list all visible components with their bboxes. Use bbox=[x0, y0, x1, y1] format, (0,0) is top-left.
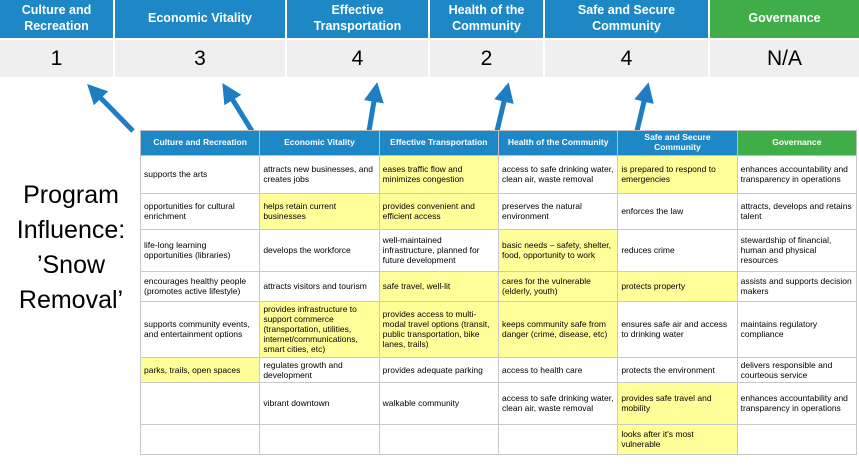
matrix-table: Culture and Recreation Economic Vitality… bbox=[139, 130, 858, 455]
table-cell: parks, trails, open spaces bbox=[139, 356, 261, 383]
table-cell: access to safe drinking water, clean air… bbox=[497, 381, 619, 425]
table-cell: provides convenient and efficient access bbox=[378, 192, 499, 230]
table-cell: provides safe travel and mobility bbox=[617, 381, 738, 425]
program-title: Program Influence: ’Snow Removal’ bbox=[2, 178, 140, 318]
table-cell: protects the environment bbox=[617, 356, 738, 383]
banner-health-of-the-community: Health of the Community bbox=[430, 0, 545, 38]
arrow-up-icon bbox=[87, 83, 135, 133]
score-band: 1 3 4 2 4 N/A bbox=[0, 40, 859, 77]
banner-economic-vitality: Economic Vitality bbox=[115, 0, 287, 38]
banner-effective-transportation: Effective Transportation bbox=[287, 0, 430, 38]
program-title-line: Influence: bbox=[16, 216, 126, 244]
table-cell: develops the workforce bbox=[259, 228, 380, 272]
table-row: encourages healthy people (promotes acti… bbox=[139, 270, 858, 302]
arrows-layer bbox=[87, 82, 654, 133]
table-cell: preserves the natural environment bbox=[497, 192, 619, 230]
matrix-head: Culture and Recreation Economic Vitality… bbox=[139, 130, 858, 156]
table-cell: access to safe drinking water, clean air… bbox=[497, 154, 619, 194]
table-cell bbox=[378, 423, 499, 455]
category-banner: Culture and Recreation Economic Vitality… bbox=[0, 0, 859, 38]
column-header-governance: Governance bbox=[736, 130, 858, 156]
arrow-up-icon bbox=[494, 82, 514, 132]
arrow-up-icon bbox=[634, 82, 654, 132]
table-cell bbox=[139, 381, 261, 425]
table-cell: delivers responsible and courteous servi… bbox=[736, 356, 858, 383]
table-row: supports community events, and entertain… bbox=[139, 300, 858, 358]
score-culture-and-recreation: 1 bbox=[0, 40, 115, 77]
table-cell bbox=[139, 423, 261, 455]
table-cell: safe travel, well-lit bbox=[378, 270, 499, 302]
table-cell: provides adequate parking bbox=[378, 356, 499, 383]
table-cell: maintains regulatory compliance bbox=[736, 300, 858, 358]
column-header-effective-transportation: Effective Transportation bbox=[378, 130, 499, 156]
table-cell: ensures safe air and access to drinking … bbox=[617, 300, 738, 358]
table-cell: stewardship of financial, human and phys… bbox=[736, 228, 858, 272]
table-cell: assists and supports decision makers bbox=[736, 270, 858, 302]
program-title-line: ’Snow bbox=[36, 251, 106, 279]
table-cell: basic needs – safety, shelter, food, opp… bbox=[497, 228, 619, 272]
matrix-body: supports the arts attracts new businesses… bbox=[139, 154, 858, 455]
table-row: opportunities for cultural enrichment hel… bbox=[139, 192, 858, 230]
influence-matrix: Culture and Recreation Economic Vitality… bbox=[139, 130, 858, 455]
table-cell: enhances accountability and transparency… bbox=[736, 381, 858, 425]
score-safe-and-secure-community: 4 bbox=[545, 40, 710, 77]
table-cell: attracts new businesses, and creates job… bbox=[259, 154, 380, 194]
table-cell: reduces crime bbox=[617, 228, 738, 272]
table-cell bbox=[259, 423, 380, 455]
table-cell: well-maintained infrastructure, planned … bbox=[378, 228, 499, 272]
table-cell: encourages healthy people (promotes acti… bbox=[139, 270, 261, 302]
table-cell: regulates growth and development bbox=[259, 356, 380, 383]
table-cell: attracts, develops and retains talent bbox=[736, 192, 858, 230]
table-cell: provides infrastructure to support comme… bbox=[259, 300, 380, 358]
score-economic-vitality: 3 bbox=[115, 40, 287, 77]
table-cell: protects property bbox=[617, 270, 738, 302]
arrow-up-icon bbox=[222, 83, 255, 133]
table-cell: enforces the law bbox=[617, 192, 738, 230]
table-cell bbox=[497, 423, 619, 455]
table-cell: looks after it's most vulnerable bbox=[617, 423, 738, 455]
banner-governance: Governance bbox=[710, 0, 859, 38]
table-cell: enhances accountability and transparency… bbox=[736, 154, 858, 194]
table-cell: vibrant downtown bbox=[259, 381, 380, 425]
column-header-health-of-the-community: Health of the Community bbox=[497, 130, 619, 156]
column-header-culture-and-recreation: Culture and Recreation bbox=[139, 130, 261, 156]
banner-safe-and-secure-community: Safe and Secure Community bbox=[545, 0, 710, 38]
table-cell: access to health care bbox=[497, 356, 619, 383]
table-row: looks after it's most vulnerable bbox=[139, 423, 858, 455]
table-cell: life-long learning opportunities (librar… bbox=[139, 228, 261, 272]
matrix-header-row: Culture and Recreation Economic Vitality… bbox=[139, 130, 858, 156]
table-cell: provides access to multi-modal travel op… bbox=[378, 300, 499, 358]
table-cell: supports the arts bbox=[139, 154, 261, 194]
table-row: supports the arts attracts new businesses… bbox=[139, 154, 858, 194]
arrow-up-icon bbox=[363, 82, 384, 132]
column-header-economic-vitality: Economic Vitality bbox=[259, 130, 380, 156]
program-title-line: Program bbox=[23, 181, 119, 209]
score-governance: N/A bbox=[710, 40, 859, 77]
table-row: life-long learning opportunities (librar… bbox=[139, 228, 858, 272]
table-cell: walkable community bbox=[378, 381, 499, 425]
table-cell: helps retain current businesses bbox=[259, 192, 380, 230]
table-cell bbox=[736, 423, 858, 455]
table-cell: cares for the vulnerable (elderly, youth… bbox=[497, 270, 619, 302]
score-health-of-the-community: 2 bbox=[430, 40, 545, 77]
score-effective-transportation: 4 bbox=[287, 40, 430, 77]
table-cell: eases traffic flow and minimizes congest… bbox=[378, 154, 499, 194]
table-row: vibrant downtown walkable community access… bbox=[139, 381, 858, 425]
table-cell: is prepared to respond to emergencies bbox=[617, 154, 738, 194]
table-cell: opportunities for cultural enrichment bbox=[139, 192, 261, 230]
column-header-safe-and-secure-community: Safe and Secure Community bbox=[617, 130, 738, 156]
table-cell: supports community events, and entertain… bbox=[139, 300, 261, 358]
table-cell: attracts visitors and tourism bbox=[259, 270, 380, 302]
table-cell: keeps community safe from danger (crime,… bbox=[497, 300, 619, 358]
banner-culture-and-recreation: Culture and Recreation bbox=[0, 0, 115, 38]
table-row: parks, trails, open spaces regulates grow… bbox=[139, 356, 858, 383]
program-title-line: Removal’ bbox=[18, 286, 124, 314]
